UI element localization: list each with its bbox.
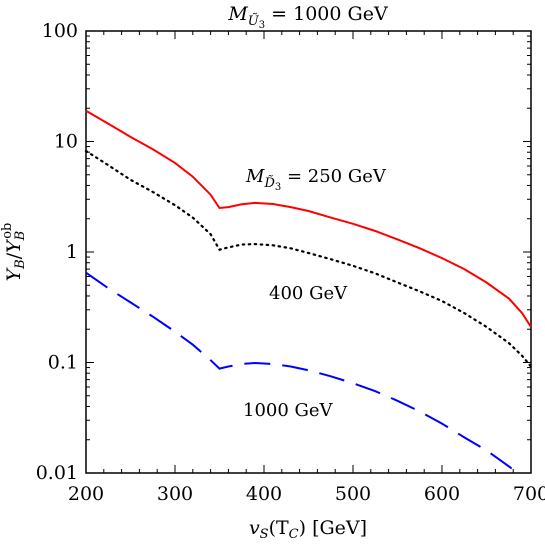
series-line-1	[85, 109, 532, 328]
y-tick-label: 1	[66, 241, 78, 263]
x-tick-label: 400	[246, 483, 282, 505]
chart-title: MŨ3 = 1000 GeV	[227, 3, 388, 31]
x-tick-label: 300	[157, 483, 193, 505]
y-tick-label: 0.01	[36, 462, 78, 484]
y-axis-title: YB/YBob	[0, 223, 28, 282]
series-line-2	[84, 149, 533, 368]
x-tick-label: 500	[335, 483, 371, 505]
x-tick-label: 700	[513, 483, 545, 505]
annotation-400: 400 GeV	[269, 283, 348, 304]
x-axis-title: vS(TC) [GeV]	[249, 517, 367, 542]
y-axis: 0.01 0.1 1 10 100	[36, 20, 531, 484]
annotation-1000: 1000 GeV	[243, 400, 334, 421]
annotation-250: MD̃3 = 250 GeV	[245, 166, 387, 193]
series-group	[84, 109, 533, 474]
x-tick-label: 200	[68, 483, 104, 505]
x-tick-label: 600	[424, 483, 460, 505]
series-line-3	[85, 271, 519, 474]
y-tick-label: 10	[54, 131, 78, 153]
y-tick-label: 100	[42, 20, 78, 42]
y-tick-label: 0.1	[48, 352, 78, 374]
x-axis: 200 300 400 500 600 700	[68, 31, 545, 505]
